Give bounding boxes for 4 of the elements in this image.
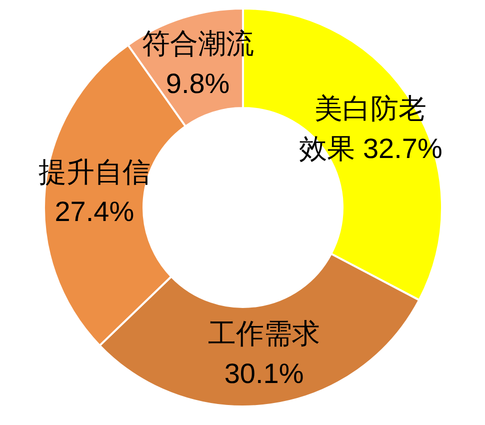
slice-label: 工作需求 xyxy=(208,318,320,350)
data-label: 30.1% xyxy=(224,358,304,389)
data-label: 9.8% xyxy=(166,68,230,99)
data-label: 27.4% xyxy=(54,196,134,228)
